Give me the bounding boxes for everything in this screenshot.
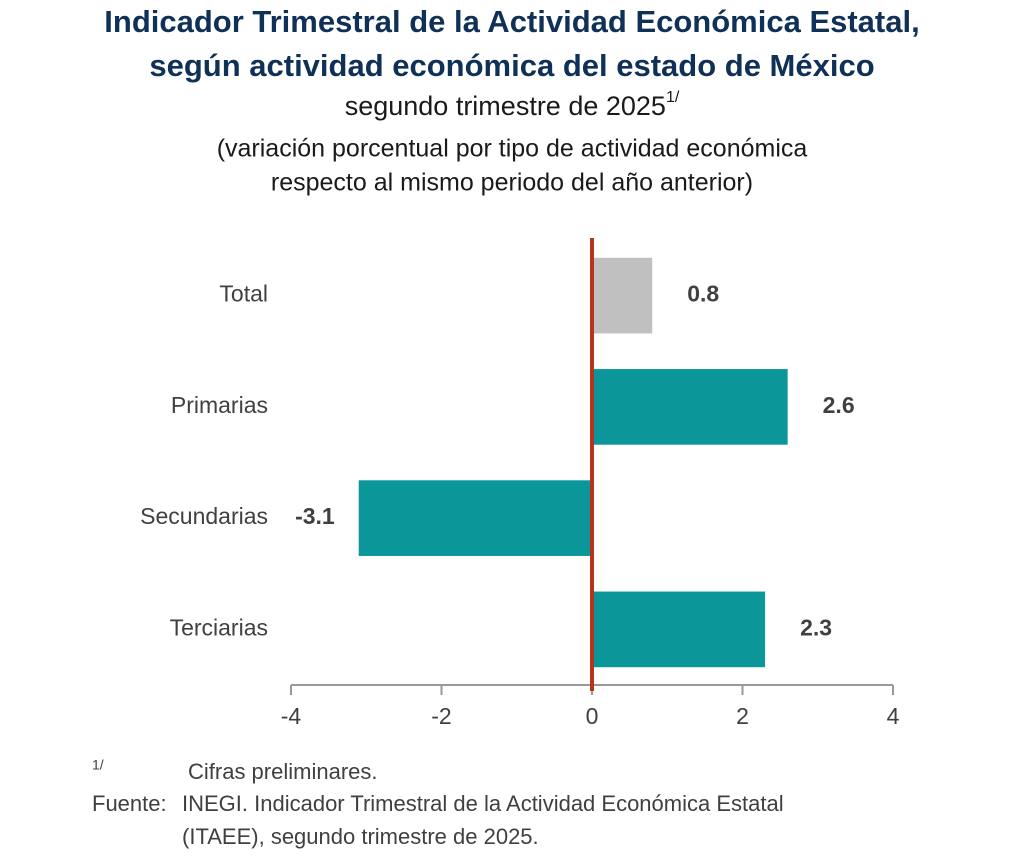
bar [592, 591, 766, 668]
chart-title: según actividad económica del estado de … [149, 48, 874, 83]
footnote-marker: 1/ [92, 757, 104, 773]
x-tick-label: 4 [887, 703, 900, 729]
bar [592, 257, 653, 334]
x-tick-label: 0 [586, 703, 599, 729]
chart-subtitle: segundo trimestre de 20251/ [345, 89, 680, 121]
bar [592, 369, 788, 445]
value-label: -3.1 [295, 503, 335, 529]
y-tick-label: Primarias [171, 392, 268, 418]
x-tick-label: 2 [736, 703, 749, 729]
value-label: 2.3 [800, 614, 832, 640]
x-tick-label: -4 [281, 703, 302, 729]
value-label: 2.6 [823, 392, 855, 418]
subtitle-note: 1/ [666, 89, 680, 106]
chart-description: (variación porcentual por tipo de activi… [217, 135, 808, 163]
y-tick-label: Total [219, 281, 268, 307]
y-tick-label: Terciarias [170, 614, 268, 640]
subtitle-text: segundo trimestre de 2025 [345, 91, 666, 121]
source-text: (ITAEE), segundo trimestre de 2025. [182, 824, 539, 849]
footnote-text: Cifras preliminares. [188, 759, 378, 784]
chart-description: respecto al mismo periodo del año anteri… [271, 169, 753, 197]
x-tick-label: -2 [431, 703, 451, 729]
source-label: Fuente: [92, 791, 167, 816]
value-label: 0.8 [687, 281, 719, 307]
source-text: INEGI. Indicador Trimestral de la Activi… [182, 791, 784, 816]
bar [358, 480, 592, 556]
chart-title: Indicador Trimestral de la Actividad Eco… [104, 4, 919, 39]
y-tick-label: Secundarias [140, 503, 268, 529]
